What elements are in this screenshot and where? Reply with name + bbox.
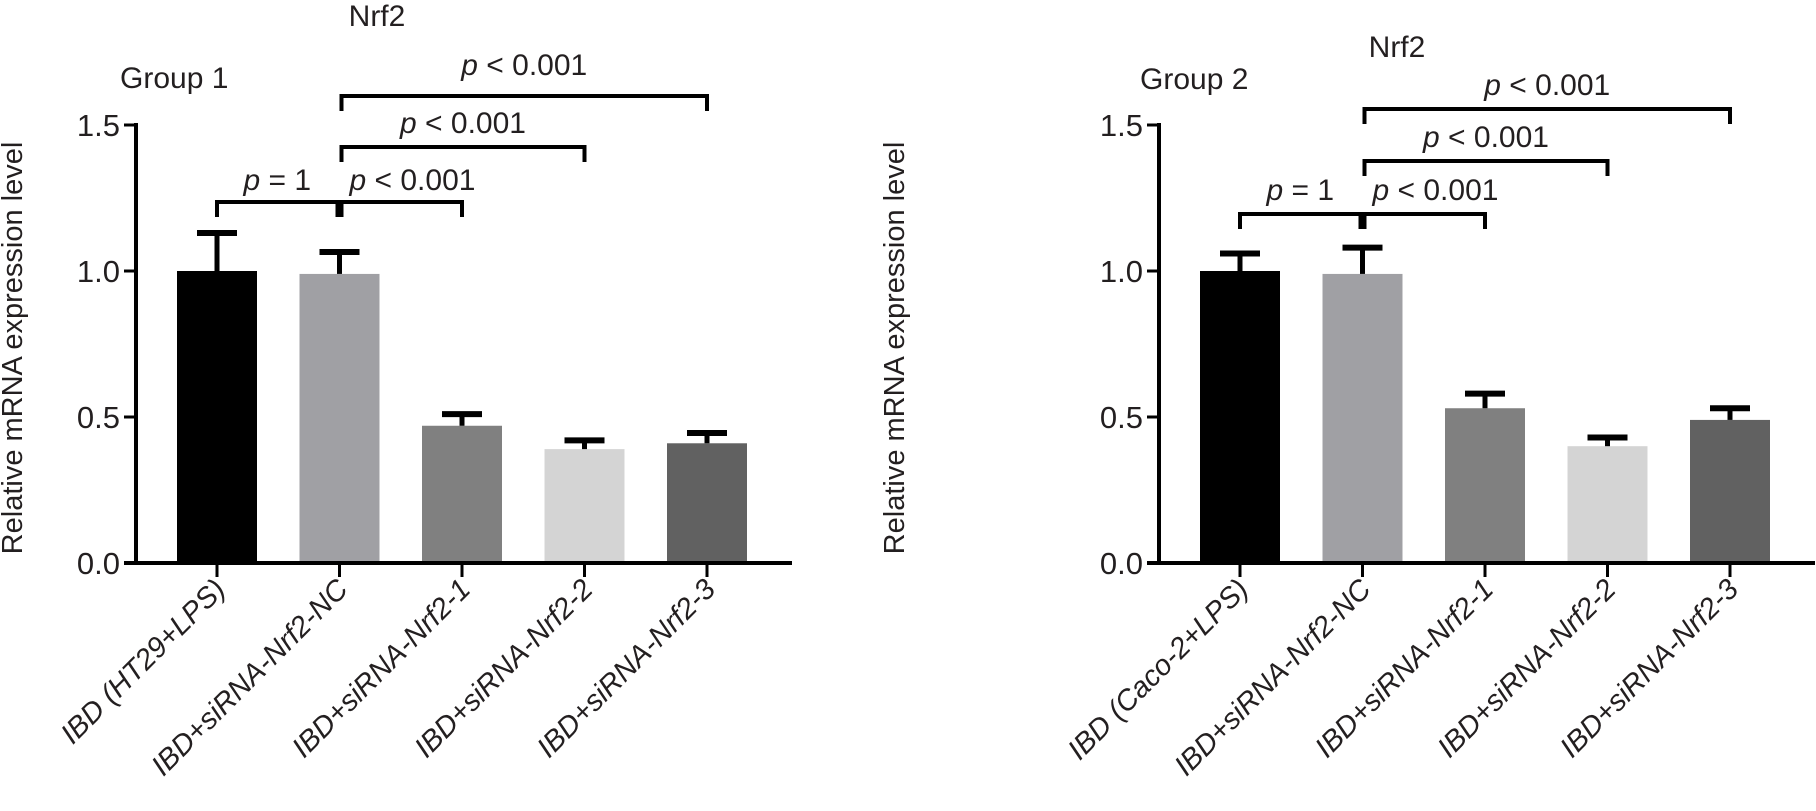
bar [1200,271,1280,563]
y-axis-label: Relative mRNA expression level [879,142,911,555]
bar [544,449,625,563]
bar [667,443,747,563]
group-label: Group 2 [1140,63,1248,96]
p-value-label: p < 0.001 [1372,174,1499,207]
y-tick-label: 0.0 [77,546,120,581]
x-tick-label: IBD+siRNA-Nrf2-NC [146,573,356,783]
y-tick-label: 1.5 [1100,108,1143,143]
p-value-label: p < 0.001 [399,107,526,140]
significance-bracket [1238,212,1363,229]
bar [177,271,257,563]
p-symbol: p [399,107,417,140]
chart-title: Nrf2 [349,0,406,33]
significance-bracket [215,200,340,217]
y-tick-label: 0.5 [77,400,120,435]
p-value-text: = 1 [260,164,311,197]
p-symbol: p [1483,69,1501,102]
p-value-text: < 0.001 [478,49,587,82]
significance-bracket [1362,107,1732,124]
p-value-text: < 0.001 [1501,69,1610,102]
y-tick-label: 1.5 [77,108,120,143]
p-value-text: = 1 [1283,174,1334,207]
chart-panel-1: Nrf2 Group 1 Relative mRNA expression leve… [0,0,792,782]
y-tick-label: 0.0 [1100,546,1143,581]
bar [422,425,502,563]
y-axis-label: Relative mRNA expression level [0,142,29,555]
chart-panel-2: Nrf2 Group 2 Relative mRNA expression leve… [879,31,1815,782]
significance-bracket [1362,212,1487,229]
p-value-text: < 0.001 [1389,174,1498,207]
significance-bracket [339,145,587,162]
y-tick-label: 1.0 [77,254,120,289]
group-label: Group 1 [120,62,228,95]
bar [299,273,380,563]
p-value-text: < 0.001 [1440,121,1549,154]
p-value-label: p = 1 [1265,174,1334,207]
p-value-label: p < 0.001 [1483,69,1610,102]
significance-bracket [339,94,709,111]
p-value-label: p = 1 [242,164,311,197]
p-value-text: < 0.001 [417,107,526,140]
y-tick-label: 1.0 [1100,254,1143,289]
p-value-label: p < 0.001 [1422,121,1549,154]
y-tick-label: 0.5 [1100,400,1143,435]
p-symbol: p [1422,121,1440,154]
p-symbol: p [349,164,367,197]
x-tick-label: IBD+siRNA-Nrf2-NC [1169,573,1379,783]
significance-bracket [1362,159,1610,176]
bar [1322,273,1403,563]
bar [1445,408,1525,563]
p-value-text: < 0.001 [366,164,475,197]
p-value-label: p < 0.001 [349,164,476,197]
chart-title: Nrf2 [1369,31,1426,64]
p-symbol: p [460,49,478,82]
p-value-label: p < 0.001 [460,49,587,82]
p-symbol: p [1265,174,1283,207]
p-symbol: p [1372,174,1390,207]
bar [1567,446,1648,563]
significance-bracket [339,200,464,217]
bar [1690,419,1770,563]
p-symbol: p [242,164,260,197]
